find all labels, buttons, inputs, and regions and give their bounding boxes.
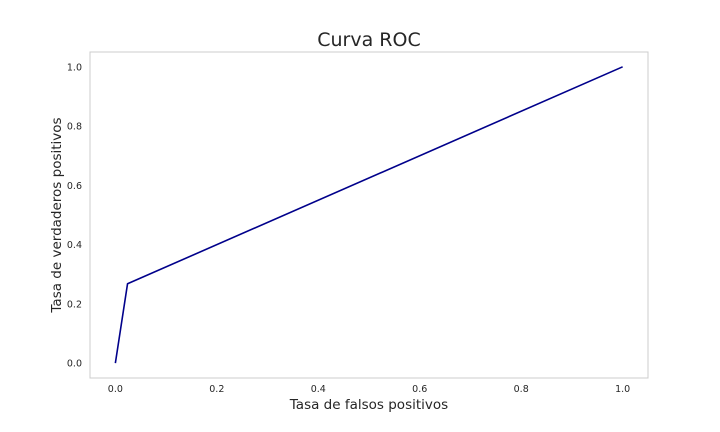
y-tick-label: 0.4 bbox=[67, 240, 82, 251]
series-group bbox=[114, 66, 623, 364]
roc-curve-line bbox=[114, 66, 623, 364]
y-tick-label: 0.8 bbox=[67, 122, 82, 133]
x-axis-label: Tasa de falsos positivos bbox=[289, 397, 448, 413]
x-tick-label: 0.4 bbox=[311, 384, 326, 395]
x-tick-label: 0.6 bbox=[412, 384, 427, 395]
y-tick-label: 1.0 bbox=[67, 62, 82, 73]
chart-title: Curva ROC bbox=[317, 29, 420, 51]
x-tick-label: 0.0 bbox=[108, 384, 123, 395]
y-axis-label: Tasa de verdaderos positivos bbox=[49, 117, 65, 313]
x-tick-label: 0.8 bbox=[514, 384, 529, 395]
y-tick-label: 0.6 bbox=[67, 181, 82, 192]
x-tick-label: 1.0 bbox=[615, 384, 630, 395]
x-axis-ticks: 0.0 0.2 0.4 0.6 0.8 1.0 bbox=[108, 384, 630, 395]
y-tick-label: 0.2 bbox=[67, 299, 82, 310]
plot-area-frame bbox=[89, 51, 649, 379]
y-axis-ticks: 0.0 0.2 0.4 0.6 0.8 1.0 bbox=[67, 62, 82, 369]
x-tick-label: 0.2 bbox=[209, 384, 224, 395]
y-tick-label: 0.0 bbox=[67, 359, 82, 370]
